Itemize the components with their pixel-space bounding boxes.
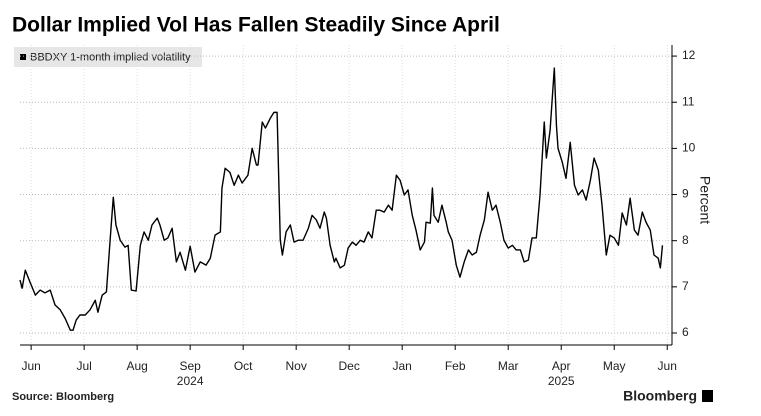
legend-box xyxy=(14,47,202,67)
year-label: 2025 xyxy=(548,374,575,388)
y-tick-label: 11 xyxy=(682,94,695,108)
x-tick-label: Nov xyxy=(286,359,307,373)
x-tick-label: Jun xyxy=(658,359,677,373)
y-tick-label: 8 xyxy=(682,233,689,247)
y-tick-label: 9 xyxy=(682,187,689,201)
x-tick-label: Apr xyxy=(552,359,571,373)
x-tick-label: Jul xyxy=(76,359,91,373)
source: Source: Bloomberg xyxy=(12,391,114,403)
logo: Bloomberg xyxy=(623,388,697,404)
x-tick-label: Feb xyxy=(445,359,466,373)
x-tick-label: Jun xyxy=(21,359,40,373)
year-label: 2024 xyxy=(177,374,204,388)
x-tick-label: Dec xyxy=(339,359,360,373)
y-tick-label: 6 xyxy=(682,325,689,339)
x-tick-label: May xyxy=(603,359,626,373)
x-tick-label: Oct xyxy=(234,359,253,373)
legend-label: BBDXY 1-month implied volatility xyxy=(30,51,191,63)
y-tick-label: 10 xyxy=(682,141,696,155)
y-tick-label: 7 xyxy=(682,279,689,293)
x-tick-label: Aug xyxy=(126,359,147,373)
line-series xyxy=(19,67,664,331)
legend-swatch xyxy=(20,54,26,60)
y-tick-label: 12 xyxy=(682,48,696,62)
y-axis-label: Percent xyxy=(697,176,713,224)
logo-icon xyxy=(702,390,713,402)
x-tick-label: Sep xyxy=(179,359,201,373)
chart-title: Dollar Implied Vol Has Fallen Steadily S… xyxy=(12,14,500,37)
x-tick-label: Mar xyxy=(498,359,519,373)
x-tick-label: Jan xyxy=(393,359,412,373)
